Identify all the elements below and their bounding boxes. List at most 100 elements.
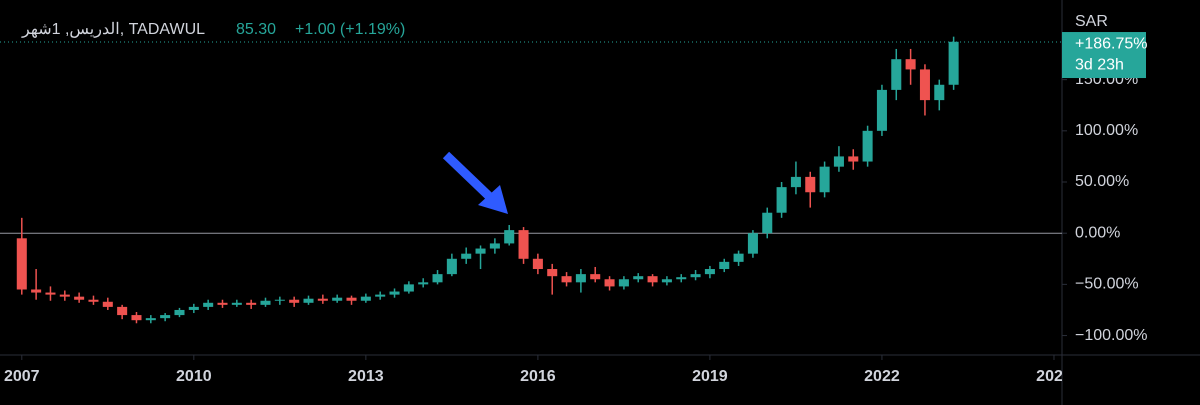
candle [690, 270, 701, 281]
candle [590, 266, 601, 283]
candle-body [160, 315, 171, 319]
candle-body [16, 238, 27, 290]
candle [848, 149, 859, 170]
candle-body [862, 130, 873, 162]
candle-body [418, 282, 429, 285]
candle [303, 295, 314, 305]
countdown: 3d 23h [1075, 56, 1124, 73]
candle [475, 245, 486, 270]
candle-body [303, 298, 314, 303]
header: الدريس, 1شهر, TADAWUL 85.30 +1.00 (+1.19… [21, 21, 405, 38]
candle [561, 272, 572, 287]
candle-body [131, 315, 142, 321]
candle [45, 286, 56, 301]
candle-body [762, 212, 773, 234]
candle-body [489, 243, 500, 249]
candle-body [217, 302, 228, 305]
candle [360, 293, 371, 303]
candle-body [260, 300, 271, 305]
candle [704, 265, 715, 279]
candle [661, 276, 672, 286]
candle [747, 230, 758, 258]
candle [919, 64, 930, 116]
candle-body [461, 253, 472, 259]
candle [432, 270, 443, 285]
candle [418, 278, 429, 288]
candle [776, 182, 787, 218]
candle-body [876, 89, 887, 131]
candle-body [102, 301, 113, 307]
candle-body [59, 294, 70, 297]
candle [489, 238, 500, 254]
candle [145, 315, 156, 324]
candle-body [274, 299, 285, 301]
candle [905, 48, 916, 85]
candle-body [231, 302, 242, 305]
candle-body [346, 297, 357, 301]
candle [317, 294, 328, 304]
candle [375, 291, 386, 300]
candle-body [633, 276, 644, 280]
candle [117, 304, 128, 320]
candle-body [719, 261, 730, 270]
x-tick-label: 2007 [4, 368, 40, 385]
candle [819, 161, 830, 198]
x-tick-label: 2022 [864, 368, 900, 385]
candle-body [389, 291, 400, 295]
candle-body [848, 156, 859, 162]
candle [934, 79, 945, 111]
candle-body [805, 176, 816, 193]
candle [289, 296, 300, 307]
candle [246, 299, 257, 309]
candle-body [145, 318, 156, 321]
y-tick-label: −50.00% [1075, 276, 1139, 293]
candle-body [475, 248, 486, 254]
candle-body [733, 253, 744, 262]
y-tick-label: −100.00% [1075, 327, 1148, 344]
currency: SAR [1075, 13, 1108, 30]
y-tick-label: 0.00% [1075, 224, 1120, 241]
candle-body [790, 176, 801, 188]
candle-body [289, 299, 300, 303]
candle [604, 276, 615, 291]
candle [174, 307, 185, 318]
candle-body [547, 269, 558, 277]
candle [160, 313, 171, 322]
candle [762, 207, 773, 239]
candle [446, 253, 457, 277]
price: 85.30 [236, 21, 276, 38]
candle-body [203, 302, 214, 307]
candle-body [403, 284, 414, 292]
candle-body [891, 59, 902, 90]
arrow-annotation [442, 151, 508, 214]
candle [203, 299, 214, 310]
arrow-shaft [442, 151, 497, 204]
candle [16, 217, 27, 295]
candle-body [948, 41, 959, 85]
candle [260, 297, 271, 307]
arrow-head [478, 185, 508, 214]
candle-body [604, 279, 615, 287]
candle [733, 250, 744, 266]
x-tick-label: 2025 [1036, 368, 1072, 385]
candle-body [532, 258, 543, 270]
candle [518, 227, 529, 264]
candle [274, 296, 285, 305]
candle [31, 269, 42, 300]
candle [876, 84, 887, 136]
candle [532, 253, 543, 275]
candle-body [704, 269, 715, 275]
candle [719, 258, 730, 273]
candle [389, 288, 400, 298]
candle [833, 146, 844, 172]
candle [575, 269, 586, 293]
candle-body [934, 84, 945, 101]
candle-body [74, 296, 85, 300]
candle-body [647, 276, 658, 283]
candle-body [432, 274, 443, 283]
candle-body [375, 294, 386, 297]
candle [790, 161, 801, 195]
candle-body [45, 292, 56, 295]
